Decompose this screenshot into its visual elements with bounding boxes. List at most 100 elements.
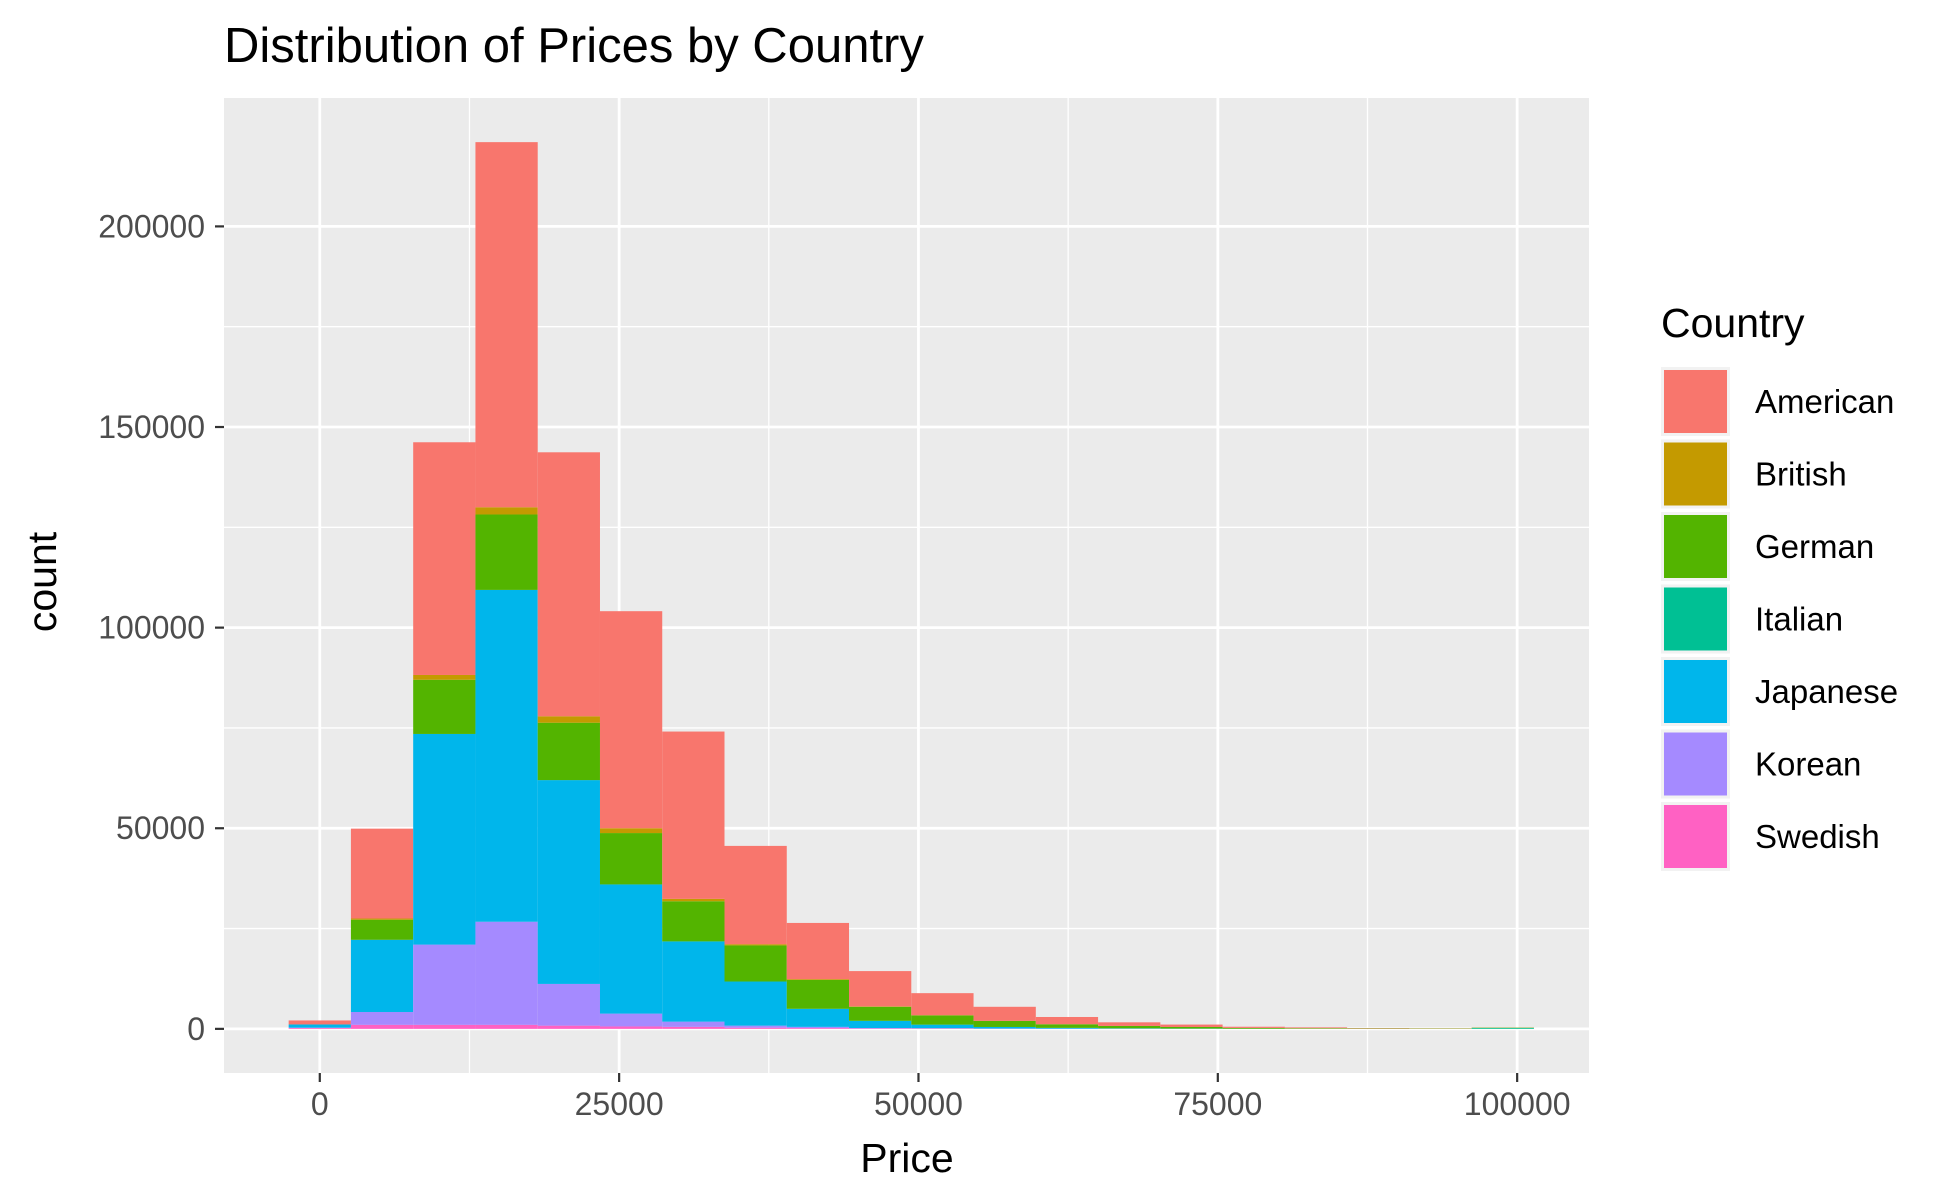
bar-british (537, 716, 600, 723)
y-tick-label: 0 (187, 1011, 205, 1047)
bar-american (973, 1006, 1036, 1021)
y-tick-label: 150000 (98, 409, 205, 445)
bar-german (599, 833, 663, 885)
bar-german (1035, 1024, 1099, 1028)
chart-title: Distribution of Prices by Country (224, 19, 924, 73)
bar-american (911, 993, 974, 1016)
bar-german (973, 1020, 1036, 1027)
bar-swedish (350, 1024, 414, 1029)
bar-german (1098, 1025, 1161, 1029)
bar-american (1160, 1024, 1223, 1027)
bar-japanese (911, 1024, 974, 1029)
bar-japanese (973, 1026, 1036, 1029)
legend-swatch-british (1664, 442, 1727, 506)
bar-american (1035, 1016, 1099, 1025)
bar-american (350, 828, 414, 919)
y-axis: 0 50000 100000 150000 200000 (98, 208, 224, 1047)
bar-japanese (350, 939, 414, 1013)
bar-korean (475, 921, 538, 1025)
legend-label-swedish: Swedish (1755, 818, 1880, 855)
bar-german (724, 945, 787, 982)
plot-area (224, 98, 1589, 1073)
bar-american (1284, 1027, 1348, 1029)
x-tick-label: 0 (311, 1086, 329, 1122)
x-tick-label: 75000 (1173, 1086, 1262, 1122)
bar-british (662, 898, 725, 902)
bar-american (1098, 1022, 1161, 1026)
legend-label-japanese: Japanese (1755, 673, 1898, 710)
bar-american (724, 845, 787, 945)
bar-british (599, 828, 663, 834)
histogram-bars (288, 142, 1534, 1029)
legend-label-korean: Korean (1755, 746, 1861, 783)
bar-korean (724, 1025, 787, 1028)
bar-american (599, 611, 663, 829)
bar-british (724, 944, 787, 946)
legend-swatch-american (1664, 370, 1727, 433)
bar-american (537, 452, 600, 717)
bar-british (786, 979, 850, 980)
bar-japanese (1035, 1027, 1099, 1029)
bar-japanese (849, 1020, 912, 1029)
bar-german (786, 979, 850, 1009)
bar-korean (786, 1026, 850, 1029)
bar-german (350, 919, 414, 940)
bar-swedish (288, 1028, 351, 1029)
bar-american (662, 731, 725, 899)
bar-german (911, 1015, 974, 1025)
bar-german (537, 722, 600, 781)
bar-korean (599, 1013, 663, 1027)
legend-swatch-german (1664, 515, 1727, 578)
bar-japanese (413, 733, 476, 945)
bar-swedish (537, 1025, 600, 1029)
bar-korean (350, 1012, 414, 1025)
bar-american (1222, 1026, 1285, 1028)
legend-label-american: American (1755, 383, 1894, 420)
bar-swedish (475, 1024, 538, 1029)
bar-korean (413, 944, 476, 1025)
bar-german (1284, 1028, 1348, 1029)
bar-japanese (662, 941, 725, 1022)
legend-label-british: British (1755, 456, 1847, 493)
bar-swedish (724, 1027, 787, 1029)
legend: Country American British German Italian Japa… (1661, 300, 1898, 871)
bar-german (475, 514, 538, 590)
bar-german (1222, 1027, 1285, 1029)
y-axis-title: count (19, 531, 65, 632)
bar-german (413, 679, 476, 734)
bar-japanese (288, 1024, 351, 1028)
bar-american (849, 971, 912, 1007)
x-tick-label: 50000 (874, 1086, 963, 1122)
bar-japanese (786, 1008, 850, 1027)
x-tick-label: 100000 (1464, 1086, 1571, 1122)
y-tick-label: 100000 (98, 610, 205, 646)
legend-items: American British German Italian Japanese Kore… (1661, 367, 1898, 871)
bar-american (288, 1020, 351, 1025)
bar-japanese (537, 780, 600, 984)
bar-american (475, 142, 538, 508)
bar-british (475, 507, 538, 515)
bar-korean (662, 1021, 725, 1027)
legend-title: Country (1661, 300, 1805, 346)
bar-german (849, 1006, 912, 1021)
legend-swatch-swedish (1664, 805, 1727, 868)
y-tick-label: 50000 (116, 810, 205, 846)
legend-swatch-japanese (1664, 660, 1727, 723)
bar-german (662, 901, 725, 942)
bar-korean (537, 983, 600, 1026)
x-axis: 0 25000 50000 75000 100000 (311, 1073, 1571, 1122)
y-tick-label: 200000 (98, 208, 205, 244)
bar-swedish (786, 1028, 850, 1029)
bar-british (413, 674, 476, 680)
bar-american (413, 442, 476, 675)
bar-italian (1471, 1028, 1534, 1029)
bar-japanese (724, 981, 787, 1026)
bar-swedish (599, 1026, 663, 1029)
bar-british (350, 918, 414, 920)
bar-japanese (599, 884, 663, 1014)
x-tick-label: 25000 (575, 1086, 664, 1122)
legend-swatch-italian (1664, 587, 1727, 651)
bar-german (1160, 1026, 1223, 1029)
x-axis-title: Price (860, 1135, 953, 1181)
